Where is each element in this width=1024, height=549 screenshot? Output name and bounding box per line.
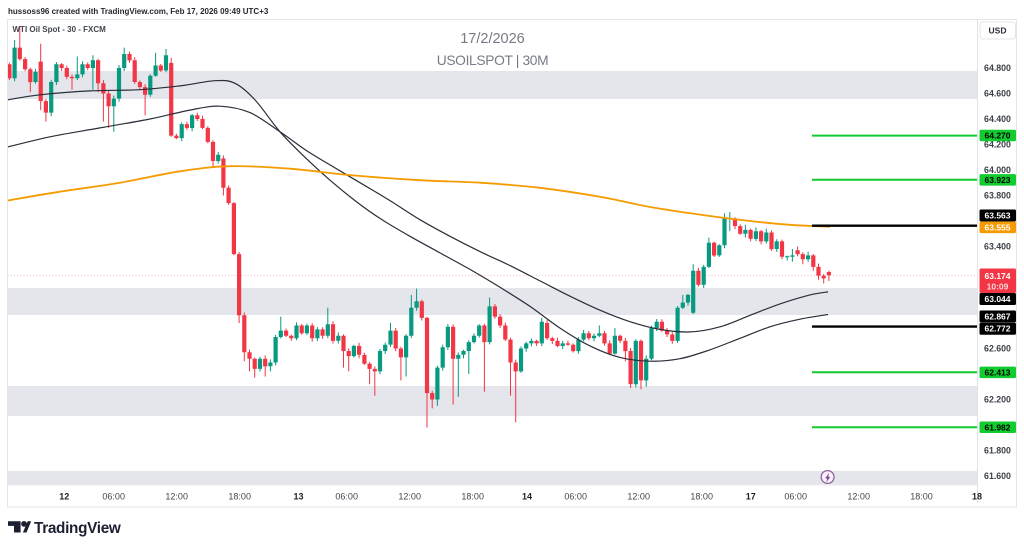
svg-text:14: 14 [522,492,532,502]
svg-text:USD: USD [989,26,1007,36]
svg-text:18:00: 18:00 [228,492,251,502]
svg-text:63.174: 63.174 [985,271,1011,281]
svg-text:hussoss96 created with Trading: hussoss96 created with TradingView.com, … [8,7,269,16]
svg-text:TradingView: TradingView [34,520,121,537]
svg-text:12:00: 12:00 [847,492,870,502]
svg-text:17/2/2026: 17/2/2026 [460,31,525,47]
svg-text:64.270: 64.270 [985,131,1011,141]
svg-text:63.555: 63.555 [985,222,1011,232]
svg-text:18: 18 [972,492,982,502]
svg-text:62.200: 62.200 [984,395,1011,405]
svg-text:64.600: 64.600 [984,89,1011,99]
svg-text:63.400: 63.400 [984,242,1011,252]
svg-text:06:00: 06:00 [335,492,358,502]
svg-text:64.200: 64.200 [984,140,1011,150]
svg-text:63.563: 63.563 [985,211,1011,221]
svg-text:12:00: 12:00 [398,492,421,502]
svg-text:64.800: 64.800 [984,63,1011,73]
svg-text:63.800: 63.800 [984,191,1011,201]
svg-text:12:00: 12:00 [165,492,188,502]
svg-text:18:00: 18:00 [690,492,713,502]
svg-text:06:00: 06:00 [564,492,587,502]
svg-text:USOILSPOT | 30M: USOILSPOT | 30M [437,53,549,68]
svg-text:62.600: 62.600 [984,344,1011,354]
svg-text:61.982: 61.982 [985,422,1011,432]
svg-text:63.923: 63.923 [985,175,1011,185]
svg-text:63.044: 63.044 [985,294,1011,304]
svg-text:61.600: 61.600 [984,471,1011,481]
svg-text:12:00: 12:00 [627,492,650,502]
svg-text:12: 12 [59,492,69,502]
svg-text:62.867: 62.867 [985,312,1011,322]
svg-text:18:00: 18:00 [910,492,933,502]
svg-text:WTI Oil Spot - 30 - FXCM: WTI Oil Spot - 30 - FXCM [13,25,107,34]
svg-text:13: 13 [293,492,303,502]
svg-text:06:00: 06:00 [102,492,125,502]
svg-text:06:00: 06:00 [784,492,807,502]
svg-text:62.413: 62.413 [985,367,1011,377]
svg-text:10:09: 10:09 [987,282,1009,292]
svg-text:64.400: 64.400 [984,114,1011,124]
svg-text:62.772: 62.772 [985,324,1011,334]
svg-text:64.000: 64.000 [984,165,1011,175]
svg-text:18:00: 18:00 [461,492,484,502]
svg-text:61.800: 61.800 [984,446,1011,456]
svg-text:17: 17 [746,492,756,502]
